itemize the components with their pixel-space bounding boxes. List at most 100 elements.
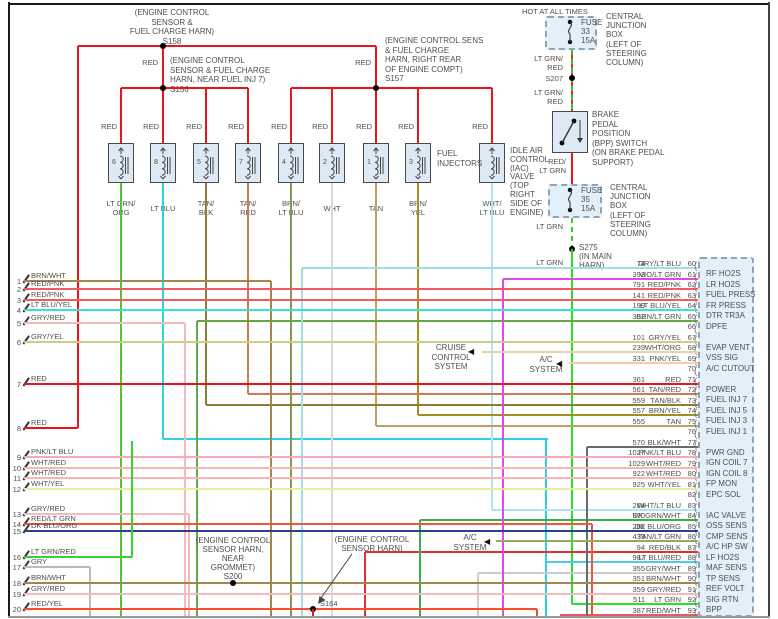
coil-icon <box>236 144 260 187</box>
wire-color-label: RED/PNK <box>31 290 65 299</box>
circuit-number: 282 <box>632 522 645 531</box>
pin-number: 85 <box>687 522 696 531</box>
ac-system-label: A/C SYSTEM <box>453 533 487 552</box>
wire-color-label: RED <box>186 122 202 131</box>
wire-color-label: LT GRN <box>654 595 681 604</box>
row-number: 10 <box>12 464 21 473</box>
pin-number: 68 <box>687 343 696 352</box>
circuit-number: 199 <box>632 301 645 310</box>
wire <box>24 477 698 479</box>
pin-number: 86 <box>687 532 696 541</box>
hot-at-all-times-label: HOT AT ALL TIMES <box>522 7 588 16</box>
wire <box>24 488 698 490</box>
wire <box>417 88 419 143</box>
pin-number: 87 <box>687 543 696 552</box>
splice-label-s164: S164 <box>320 599 338 608</box>
wire-color-label: BRN/YEL <box>648 406 681 415</box>
pin-function-label: IAC VALVE <box>706 511 747 520</box>
splice-label-s275: S275 (IN MAIN HARN) <box>579 243 612 270</box>
wire-color-label: WHT/RED <box>646 469 681 478</box>
wire-color-label: RED/PNK <box>647 280 681 289</box>
wire <box>312 609 314 616</box>
lt-grn-red-wire <box>571 50 573 113</box>
wire-color-label: BRN/WHT <box>31 271 66 280</box>
splice-s156-bus <box>121 87 248 89</box>
wire-color-label: RED/LT GRN <box>31 514 76 523</box>
pin-function-label: IGN COIL 8 <box>706 469 748 478</box>
pin-function-label: REF VOLT <box>706 584 745 593</box>
row-number: 3 <box>16 296 21 305</box>
row-number: 6 <box>16 338 21 347</box>
pcm-lead-wire <box>587 446 698 448</box>
pin-number: 80 <box>687 469 696 478</box>
row-number: 15 <box>12 527 21 536</box>
pin-bracket-icon: ( <box>694 366 698 377</box>
wire <box>77 46 79 428</box>
pin-number: 84 <box>687 511 696 520</box>
wire <box>24 523 592 525</box>
pcm-lead-wire <box>420 519 698 521</box>
bpp-switch-box <box>552 111 588 153</box>
wire <box>364 552 366 616</box>
injector-supply-bus <box>78 45 376 47</box>
coil-icon <box>109 144 133 187</box>
coil-icon <box>406 144 430 187</box>
injector-number: 3 <box>409 159 413 166</box>
pin-number: 89 <box>687 564 696 573</box>
splice-s157 <box>373 85 379 91</box>
wire <box>24 427 78 429</box>
circuit-number: 355 <box>632 564 645 573</box>
pin-number: 77 <box>687 438 696 447</box>
pin-number: 92 <box>687 595 696 604</box>
pin-bracket-icon: ( <box>694 440 698 451</box>
circuit-number: 387 <box>632 606 645 615</box>
wire-color-label: RED/BLK <box>648 543 681 552</box>
pin-bracket-icon: ( <box>694 419 698 430</box>
wire-color-label: GRY <box>31 557 48 566</box>
wire-color-label: PNK/LT BLU <box>31 447 74 456</box>
page-border <box>8 616 770 618</box>
wire-color-label: LT GRN/ RED <box>534 54 563 72</box>
wire <box>24 309 698 311</box>
pcm-lead-wire <box>376 425 698 427</box>
pin-function-label: LF HO2S <box>706 553 740 562</box>
wire-color-label: PNK/YEL <box>649 354 681 363</box>
wire <box>131 441 133 557</box>
wire <box>331 183 333 616</box>
row-number: 9 <box>16 453 21 462</box>
pin-bracket-icon: ( <box>694 304 697 314</box>
wire <box>482 351 698 353</box>
wire-color-label: BRN/LT GRN <box>636 312 681 321</box>
wire <box>270 281 272 616</box>
pin-function-label: SIG RTN <box>706 595 739 604</box>
wire-color-label: BRN/WHT <box>646 574 681 583</box>
pcm-lead-wire <box>503 278 698 280</box>
pin-number: 60 <box>687 259 696 268</box>
pin-bracket-icon: ( <box>694 503 698 514</box>
pin-function-label: A/C HP SW <box>706 542 748 551</box>
pin-bracket-icon: ( <box>694 336 697 346</box>
wire <box>591 524 593 616</box>
pin-number: 63 <box>687 291 696 300</box>
pin-bracket-icon: ( <box>694 513 698 524</box>
wire-color-label: GRY/LT BLU <box>638 259 681 268</box>
iac-valve-label: IDLE AIR CONTROL (IAC) VALVE (TOP RIGHT … <box>510 146 550 217</box>
junction-box-label: CENTRAL JUNCTION BOX (LEFT OF STEERING C… <box>610 183 651 239</box>
wire <box>301 268 303 616</box>
pin-bracket-icon: ( <box>694 324 698 335</box>
pin-function-label: FUEL INJ 1 <box>706 427 748 436</box>
pin-number: 69 <box>687 354 696 363</box>
circuit-number: 352 <box>632 312 645 321</box>
pcm-lead-wire <box>248 393 698 395</box>
bpp-switch-label: BRAKE PEDAL POSITION (BPP) SWITCH (ON BR… <box>592 110 665 167</box>
pin-function-label: FUEL INJ 3 <box>706 416 748 425</box>
wire <box>24 288 698 290</box>
wire <box>375 183 377 426</box>
wire-color-label: RED <box>101 122 117 131</box>
wire <box>290 88 292 143</box>
splice-label-s200: (ENGINE CONTROL SENSOR HARN, NEAR GROMME… <box>195 536 271 581</box>
pin-function-label: BPP <box>706 605 723 614</box>
circuit-number: 555 <box>632 417 645 426</box>
wire <box>247 88 249 143</box>
splice-label-s157: (ENGINE CONTROL SENS & FUEL CHARGE HARN,… <box>385 36 484 83</box>
